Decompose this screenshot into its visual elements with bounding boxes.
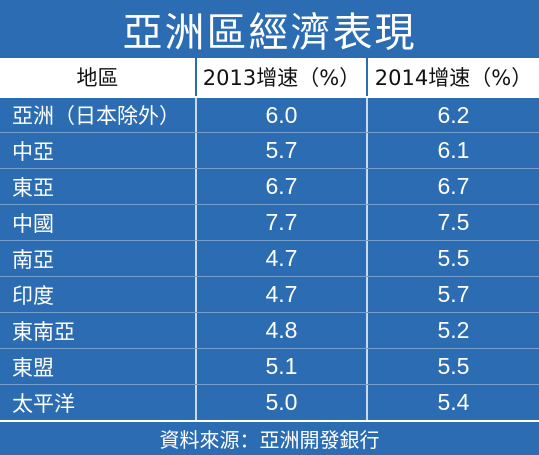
growth-2014-cell: 5.7 [437, 281, 470, 307]
growth-2013-cell: 7.7 [197, 205, 368, 240]
growth-2013-cell: 5.1 [197, 349, 368, 384]
header-region: 地區 [0, 58, 197, 96]
table-row: 中亞 5.7 6.1 [0, 132, 539, 168]
growth-2013-cell: 4.7 [197, 241, 368, 276]
table-row: 太平洋 5.0 5.4 [0, 384, 539, 420]
growth-2013-cell: 6.0 [197, 98, 368, 132]
growth-2013-cell: 6.7 [197, 169, 368, 204]
region-cell: 印度 [0, 277, 197, 312]
table-title: 亞洲區經濟表現 [122, 10, 417, 56]
growth-2014-cell: 5.5 [437, 245, 470, 271]
region-cell: 亞洲（日本除外） [0, 98, 197, 132]
source-note: 資料來源：亞洲開發銀行 [0, 420, 539, 455]
header-row: 地區 2013增速（%） 2014增速（%） [0, 58, 539, 96]
table-row: 東盟 5.1 5.5 [0, 348, 539, 384]
table-row: 印度 4.7 5.7 [0, 276, 539, 312]
table-row: 亞洲（日本除外） 6.0 6.2 [0, 96, 539, 132]
growth-2014-cell: 5.4 [437, 389, 470, 415]
growth-2014-cell: 6.2 [437, 101, 470, 128]
header-2013: 2013增速（%） [197, 58, 368, 96]
table-row: 東南亞 4.8 5.2 [0, 312, 539, 348]
region-cell: 東南亞 [0, 313, 197, 348]
region-cell: 中國 [0, 205, 197, 240]
growth-2013-cell: 4.7 [197, 277, 368, 312]
region-cell: 東盟 [0, 349, 197, 384]
header-2014: 2014增速（%） [374, 66, 533, 90]
table-row: 南亞 4.7 5.5 [0, 240, 539, 276]
region-cell: 東亞 [0, 169, 197, 204]
region-cell: 南亞 [0, 241, 197, 276]
region-cell: 太平洋 [0, 385, 197, 420]
table-row: 中國 7.7 7.5 [0, 204, 539, 240]
growth-2014-cell: 6.1 [437, 137, 470, 163]
growth-2014-cell: 6.7 [437, 173, 470, 199]
growth-2014-cell: 5.2 [437, 317, 470, 343]
growth-2014-cell: 7.5 [437, 209, 470, 235]
growth-2014-cell: 5.5 [437, 353, 470, 379]
table-body: 亞洲（日本除外） 6.0 6.2 中亞 5.7 6.1 東亞 6.7 6.7 中國 7.7 7.5 南亞… [0, 96, 539, 420]
growth-2013-cell: 5.7 [197, 133, 368, 168]
table-row: 東亞 6.7 6.7 [0, 168, 539, 204]
region-cell: 中亞 [0, 133, 197, 168]
growth-2013-cell: 4.8 [197, 313, 368, 348]
growth-2013-cell: 5.0 [197, 385, 368, 420]
